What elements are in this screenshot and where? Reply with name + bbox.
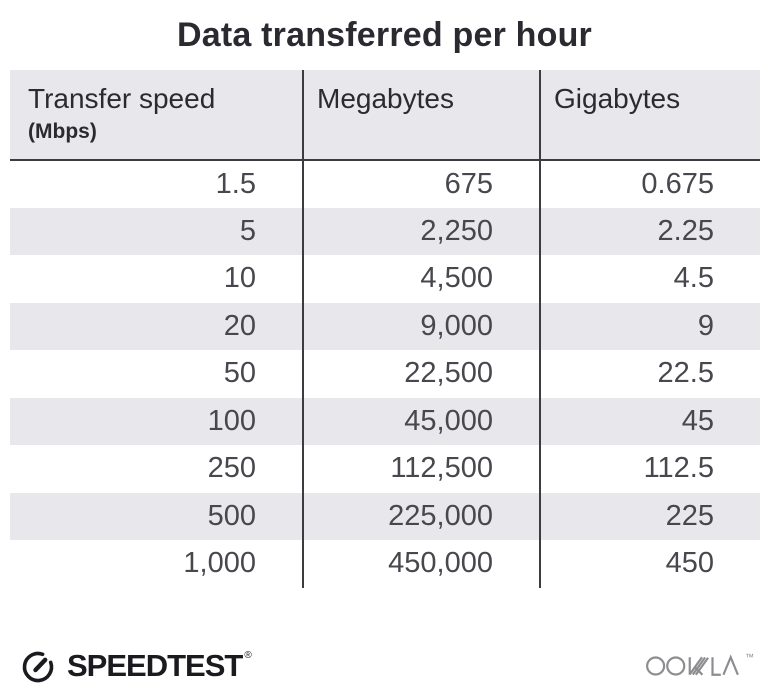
data-table: Transfer speed (Mbps) Megabytes Gigabyte… <box>10 70 760 588</box>
table-cell: 45,000 <box>302 397 540 445</box>
ookla-logo: ™ <box>646 650 754 682</box>
table-cell: 4,500 <box>302 255 540 303</box>
speedometer-gauge-icon <box>18 646 58 686</box>
table-cell: 45 <box>539 397 760 445</box>
column-label: Megabytes <box>317 83 454 114</box>
table-row: 20 9,000 9 <box>10 302 760 350</box>
table-cell: 225 <box>539 492 760 540</box>
table-cell: 450,000 <box>302 540 540 588</box>
table-row: 100 45,000 45 <box>10 397 760 445</box>
table-row: 50 22,500 22.5 <box>10 350 760 398</box>
column-header-megabytes: Megabytes <box>302 70 540 161</box>
table-cell: 2.25 <box>539 207 760 255</box>
table-row: 500 225,000 225 <box>10 492 760 540</box>
column-header-transfer-speed: Transfer speed (Mbps) <box>10 70 303 161</box>
table-row: 1,000 450,000 450 <box>10 540 760 588</box>
speedtest-logo: SPEEDTEST ® <box>18 646 252 686</box>
table-row: 5 2,250 2.25 <box>10 207 760 255</box>
column-label: Transfer speed <box>28 83 216 114</box>
table-header: Transfer speed (Mbps) Megabytes Gigabyte… <box>10 70 760 161</box>
header-row: Transfer speed (Mbps) Megabytes Gigabyte… <box>10 70 760 161</box>
table-row: 10 4,500 4.5 <box>10 255 760 303</box>
table-cell: 22,500 <box>302 350 540 398</box>
table-cell: 20 <box>10 302 303 350</box>
table-cell: 250 <box>207 452 256 485</box>
table-cell: 9 <box>539 302 760 350</box>
column-unit-label: (Mbps) <box>28 120 97 143</box>
table-cell: 50 <box>223 357 256 390</box>
table-cell: 22.5 <box>539 350 760 398</box>
speedtest-label: SPEEDTEST <box>67 648 243 683</box>
table-cell: 10 <box>223 262 256 295</box>
table-cell: 1.5 <box>215 167 256 200</box>
table-cell: 100 <box>10 397 303 445</box>
table-cell: 225,000 <box>302 492 540 540</box>
ookla-trademark: ™ <box>745 652 754 662</box>
table-cell: 112,500 <box>302 445 540 493</box>
table-cell: 112.5 <box>539 445 760 493</box>
ookla-wordmark-icon <box>646 650 744 682</box>
table-cell: 500 <box>10 492 303 540</box>
column-header-gigabytes: Gigabytes <box>539 70 760 161</box>
speedtest-wordmark: SPEEDTEST ® <box>67 648 252 684</box>
table-cell: 450 <box>539 540 760 588</box>
table-cell: 0.675 <box>539 160 760 208</box>
table-row: 1.5 675 0.675 <box>10 160 760 208</box>
table-cell: 4.5 <box>539 255 760 303</box>
table-cell: 9,000 <box>302 302 540 350</box>
table-cell: 5 <box>10 207 303 255</box>
table-row: 250 112,500 112.5 <box>10 445 760 493</box>
table-cell: 675 <box>302 160 540 208</box>
footer: SPEEDTEST ® ™ <box>18 640 754 692</box>
table-cell: 1,000 <box>183 547 256 580</box>
page-title: Data transferred per hour <box>177 16 592 54</box>
column-label: Gigabytes <box>554 83 681 114</box>
speedtest-trademark: ® <box>244 650 252 661</box>
table-body: 1.5 675 0.675 5 2,250 2.25 10 4,500 4.5 20 9,000 9 5… <box>10 160 760 588</box>
table-cell: 2,250 <box>302 207 540 255</box>
